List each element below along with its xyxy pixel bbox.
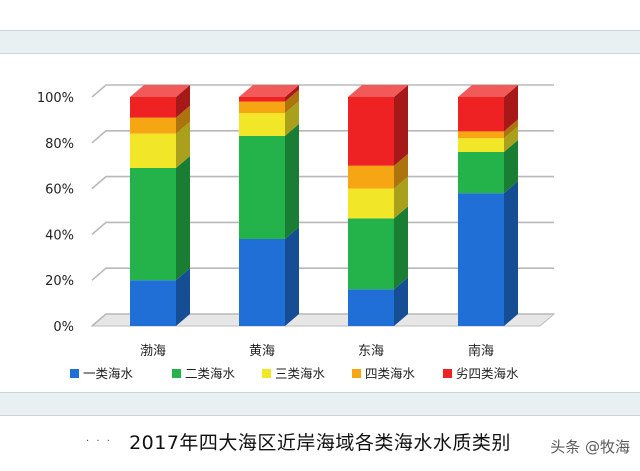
bar-front bbox=[348, 289, 394, 326]
bar-front bbox=[458, 138, 504, 152]
legend-item: 三类海水 bbox=[262, 366, 326, 381]
y-tick-label: 40% bbox=[45, 228, 74, 243]
bar-segment bbox=[239, 101, 299, 136]
bar-front bbox=[348, 218, 394, 290]
bar-segment bbox=[348, 153, 408, 189]
bar-front bbox=[458, 131, 504, 139]
bar-top bbox=[348, 85, 408, 97]
x-tick-label: 渤海 bbox=[140, 343, 166, 359]
legend-label: 劣四类海水 bbox=[456, 366, 519, 381]
bar-segment bbox=[458, 119, 518, 139]
bar-segment bbox=[348, 176, 408, 219]
bar-front bbox=[348, 97, 394, 166]
bar-top bbox=[458, 85, 518, 97]
bar-side bbox=[285, 85, 299, 102]
bar-side bbox=[394, 176, 408, 219]
bar-side bbox=[285, 101, 299, 136]
x-tick-label: 东海 bbox=[358, 344, 384, 359]
watermark-text: 头条 @牧海 bbox=[550, 438, 630, 456]
bar-front bbox=[239, 113, 285, 136]
bar-front bbox=[458, 193, 504, 326]
bar-side bbox=[176, 85, 190, 118]
x-tick-label: 黄海 bbox=[249, 344, 275, 359]
legend-swatch bbox=[70, 369, 79, 378]
legend-item: 二类海水 bbox=[172, 366, 236, 381]
bar-side bbox=[176, 105, 190, 134]
bar-side bbox=[285, 123, 299, 239]
legend-swatch bbox=[172, 369, 181, 378]
bar-segment bbox=[458, 139, 518, 194]
bar-side bbox=[285, 226, 299, 326]
bar-segment bbox=[130, 268, 190, 326]
bar-side bbox=[394, 153, 408, 189]
chart-caption: 2017年四大海区近岸海域各类海水水质类别 bbox=[129, 432, 511, 454]
bar-segment bbox=[130, 155, 190, 281]
bar-segment bbox=[130, 121, 190, 168]
legend-item: 劣四类海水 bbox=[443, 366, 519, 381]
y-tick-label: 100% bbox=[37, 91, 74, 106]
legend-label: 三类海水 bbox=[275, 366, 326, 381]
bar-front bbox=[130, 97, 176, 118]
top-band bbox=[0, 30, 640, 54]
bar-side bbox=[504, 139, 518, 194]
bar-side bbox=[285, 89, 299, 114]
legend-item: 一类海水 bbox=[70, 366, 134, 381]
bar-side bbox=[504, 181, 518, 326]
legend-label: 二类海水 bbox=[185, 366, 236, 381]
bar-front bbox=[348, 165, 394, 189]
bar-front bbox=[458, 97, 504, 132]
legend-swatch bbox=[443, 369, 452, 378]
bar-segment bbox=[130, 105, 190, 134]
bar-side bbox=[504, 119, 518, 139]
legend-swatch bbox=[352, 369, 361, 378]
legend-label: 一类海水 bbox=[83, 366, 134, 381]
bar-segment bbox=[348, 206, 408, 290]
bar-front bbox=[130, 117, 176, 134]
caption-dots-decoration: · · · bbox=[86, 436, 112, 447]
bar-front bbox=[239, 97, 285, 102]
bar-segment bbox=[458, 85, 518, 132]
bar-side bbox=[176, 155, 190, 281]
bar-top bbox=[239, 85, 299, 97]
bar-side bbox=[504, 85, 518, 132]
bar-front bbox=[458, 151, 504, 194]
bar-side bbox=[504, 126, 518, 152]
bar-front bbox=[130, 133, 176, 168]
bar-segment bbox=[458, 181, 518, 326]
bar-side bbox=[394, 206, 408, 290]
bar-front bbox=[239, 135, 285, 239]
bar-segment bbox=[239, 85, 299, 102]
bar-front bbox=[348, 188, 394, 219]
bar-front bbox=[239, 101, 285, 114]
bar-segment bbox=[458, 126, 518, 152]
bar-side bbox=[394, 277, 408, 326]
bar-front bbox=[130, 167, 176, 281]
x-tick-label: 南海 bbox=[468, 343, 494, 359]
bar-segment bbox=[239, 123, 299, 239]
legend-label: 四类海水 bbox=[365, 366, 416, 381]
y-tick-label: 80% bbox=[45, 137, 74, 152]
bar-segment bbox=[348, 277, 408, 326]
bar-segment bbox=[348, 85, 408, 166]
bar-side bbox=[394, 85, 408, 166]
bottom-band bbox=[0, 392, 640, 416]
bar-segment bbox=[239, 226, 299, 326]
legend-item: 四类海水 bbox=[352, 366, 416, 381]
bar-side bbox=[176, 268, 190, 326]
bar-front bbox=[239, 238, 285, 326]
legend-swatch bbox=[262, 369, 271, 378]
y-tick-label: 0% bbox=[53, 320, 74, 335]
bar-top bbox=[130, 85, 190, 97]
bar-side bbox=[176, 121, 190, 168]
bar-segment bbox=[239, 89, 299, 114]
y-tick-label: 60% bbox=[45, 183, 74, 198]
bar-segment bbox=[130, 85, 190, 118]
y-tick-label: 20% bbox=[45, 274, 74, 289]
bar-front bbox=[130, 280, 176, 326]
